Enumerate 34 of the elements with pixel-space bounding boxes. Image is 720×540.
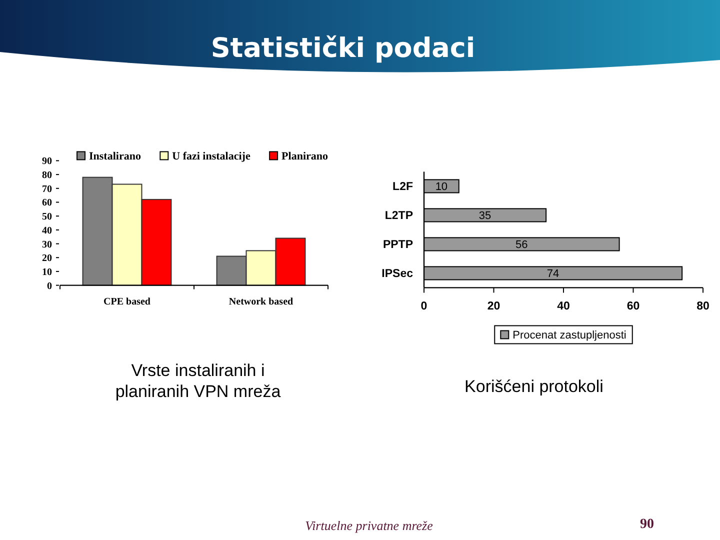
legend-label: Procenat zastupljenosti (512, 330, 626, 342)
x-tick-label: 40 (557, 300, 570, 313)
x-tick-label: CPE based (104, 296, 151, 308)
data-label: 10 (435, 181, 448, 194)
legend-label: Planirano (282, 150, 328, 163)
legend-label: Instalirano (89, 150, 142, 163)
y-tick-label: 90 (42, 156, 52, 168)
legend-label: U fazi instalacije (172, 150, 250, 163)
y-tick-label: 50 (42, 212, 52, 223)
y-tick-label: 80 (42, 170, 52, 182)
y-tick-label: 0 (47, 280, 52, 292)
y-tick-label: 10 (42, 266, 52, 278)
y-tick-label: 20 (42, 253, 52, 264)
x-tick-label: 80 (696, 300, 710, 313)
data-label: 35 (478, 210, 492, 222)
text: Vrste instaliranih i planiranih VPN mreža (115, 361, 282, 401)
data-label: 74 (546, 268, 560, 280)
y-tick-label: 70 (42, 184, 52, 195)
x-tick-label: 0 (420, 300, 428, 313)
x-tick-label: 20 (487, 300, 500, 313)
text: Virtuelne privatne mreže (305, 518, 434, 533)
y-tick-label: L2TP (384, 210, 414, 222)
x-tick-label: 60 (626, 300, 640, 313)
y-tick-label: 40 (42, 225, 52, 236)
text: Korišćeni protokoli (464, 377, 604, 396)
y-tick-label: 60 (42, 198, 52, 209)
data-label: 56 (516, 239, 528, 252)
x-tick-label: Network based (228, 296, 294, 308)
y-tick-label: PPTP (382, 239, 414, 252)
y-tick-label: 30 (42, 239, 52, 250)
text: Statistički podaci (210, 33, 476, 64)
y-tick-label: L2F (392, 181, 413, 194)
text: 90 (640, 517, 654, 532)
y-tick-label: IPSec (382, 268, 414, 280)
